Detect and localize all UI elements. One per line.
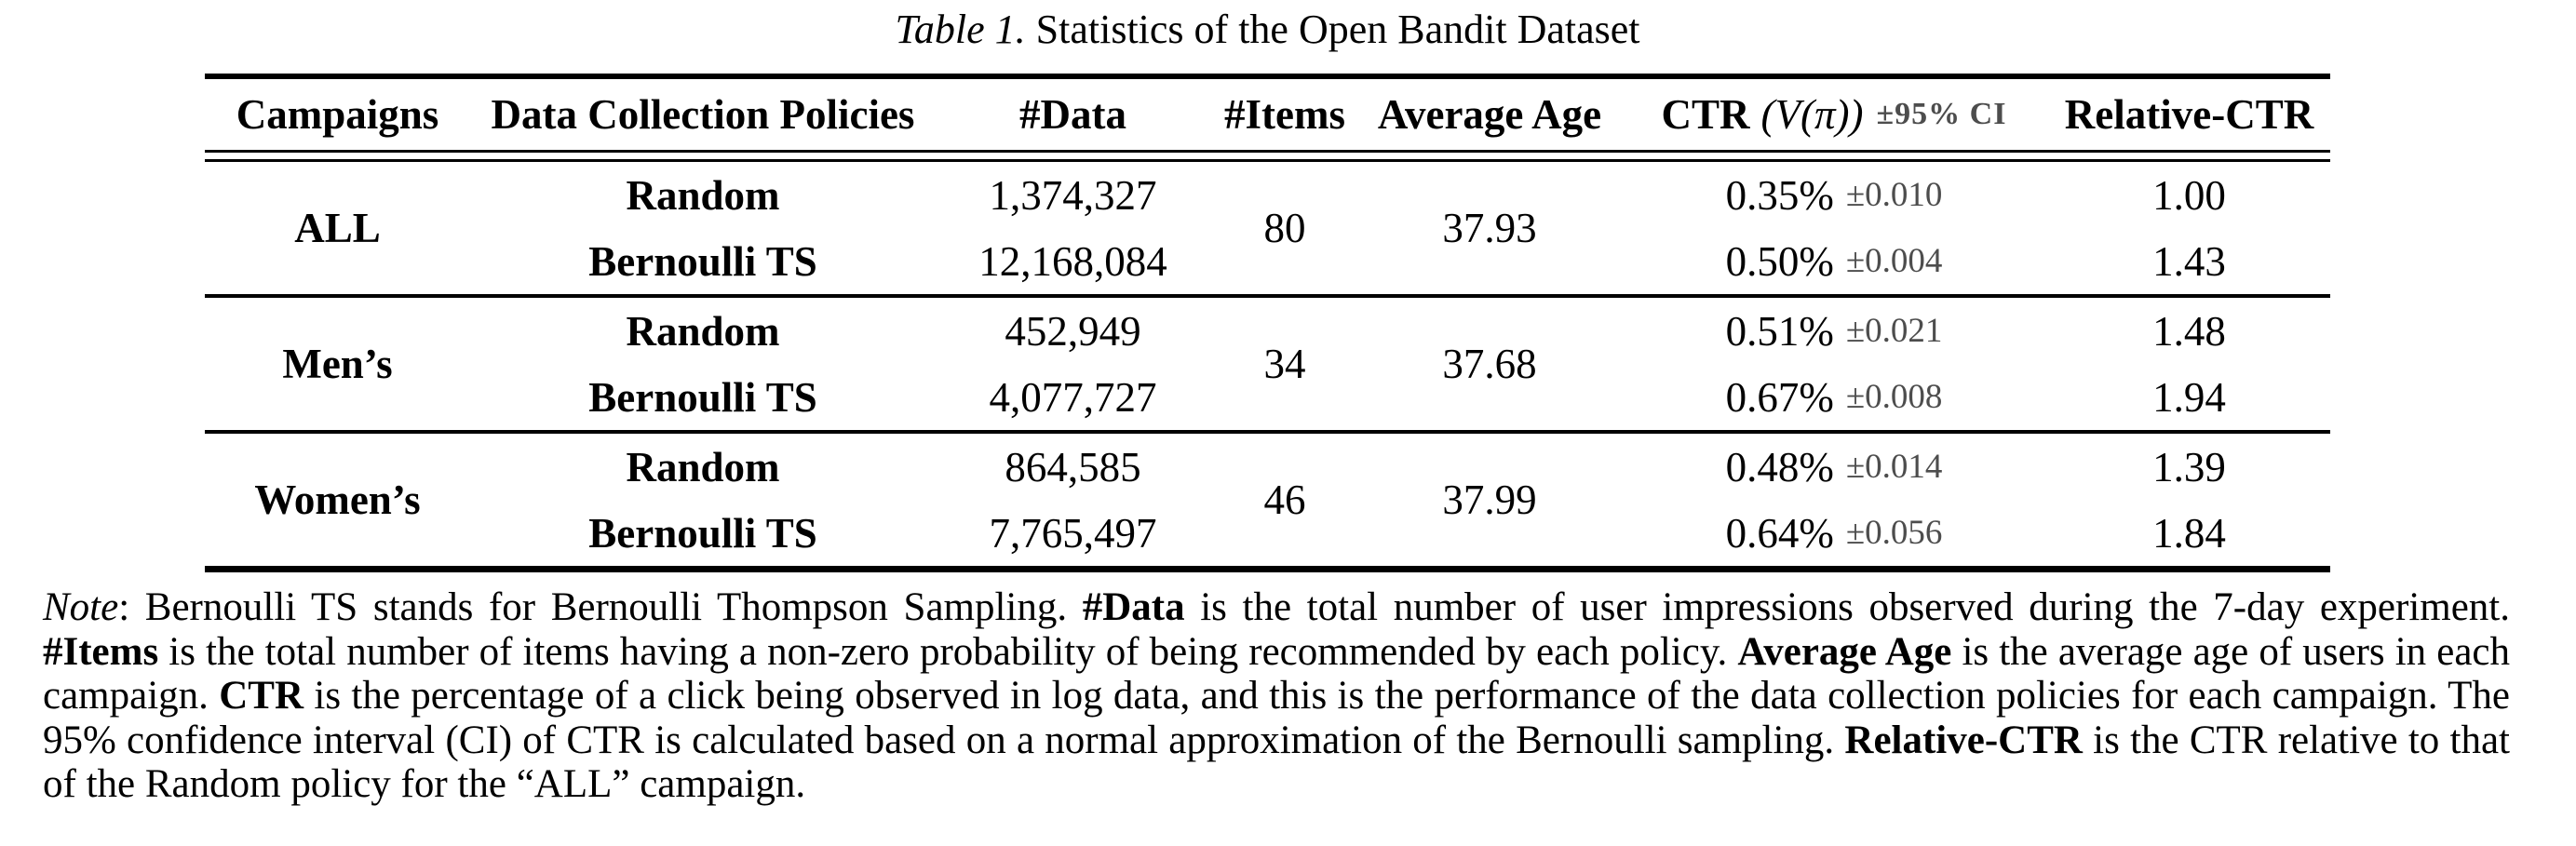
policy-cell: Random <box>626 443 780 490</box>
data-count-cell: 864,585 <box>1005 443 1141 490</box>
items-count-cell: 46 <box>1263 477 1306 523</box>
ctr-cell: 0.50% ±0.004 <box>1620 228 2048 294</box>
column-header-average-age: Average Age <box>1377 91 1602 138</box>
column-header-items: #Items <box>1224 91 1345 138</box>
policy-cell: Bernoulli TS <box>588 237 817 285</box>
data-count-cell: 7,765,497 <box>989 509 1157 557</box>
table-caption-label: Table 1. <box>895 7 1026 52</box>
ctr-value: 0.64% <box>1725 509 1834 557</box>
ctr-header-label: CTR <box>1661 91 1750 138</box>
relative-ctr-cell: 1.39 <box>2152 443 2226 490</box>
data-count-cell: 12,168,084 <box>978 237 1167 285</box>
ctr-confidence-interval: ±0.008 <box>1845 378 1943 416</box>
table-note: Note: Bernoulli TS stands for Bernoulli … <box>43 585 2510 807</box>
ctr-cell: 0.35% ±0.010 <box>1620 162 2048 228</box>
note-segment: Note <box>43 585 119 629</box>
relative-ctr-cell: 1.43 <box>2152 237 2226 285</box>
statistics-table: Campaigns Data Collection Policies #Data… <box>205 74 2330 572</box>
average-age-cell: 37.99 <box>1442 477 1537 523</box>
campaign-cell: ALL <box>294 205 381 251</box>
row-group-divider-rule <box>205 294 2330 298</box>
table-caption-title: Statistics of the Open Bandit Dataset <box>1025 7 1640 52</box>
table-header-row: Campaigns Data Collection Policies #Data… <box>205 79 2330 150</box>
ctr-cell: 0.64% ±0.056 <box>1620 500 2048 566</box>
row-group: Women’s Random Bernoulli TS 864,585 7,765,49… <box>205 434 2330 566</box>
column-header-relative-ctr: Relative-CTR <box>2064 91 2314 138</box>
column-header-ctr: CTR (V(π)) ±95% CI <box>1620 79 2048 150</box>
data-count-cell: 1,374,327 <box>989 171 1157 219</box>
note-segment: #Items <box>43 629 159 674</box>
ctr-confidence-interval: ±0.021 <box>1845 312 1943 350</box>
ctr-value: 0.50% <box>1725 237 1834 285</box>
ctr-cell: 0.67% ±0.008 <box>1620 364 2048 430</box>
average-age-cell: 37.68 <box>1442 341 1537 387</box>
note-segment: CTR <box>219 674 304 718</box>
relative-ctr-cell: 1.84 <box>2152 509 2226 557</box>
note-segment: is the total number of items having a no… <box>158 629 1738 674</box>
note-segment: is the percentage of a click being obser… <box>43 674 2510 762</box>
relative-ctr-cell: 1.00 <box>2152 171 2226 219</box>
row-group: ALL Random Bernoulli TS 1,374,327 12,168,084… <box>205 162 2330 294</box>
column-header-campaigns: Campaigns <box>236 91 439 138</box>
table-bottom-rule <box>205 566 2330 572</box>
policy-cell: Bernoulli TS <box>588 373 817 421</box>
note-segment: Relative-CTR <box>1844 718 2083 762</box>
items-count-cell: 34 <box>1263 341 1306 387</box>
table-header-double-rule <box>205 150 2330 162</box>
note-segment: : Bernoulli TS stands for Bernoulli Thom… <box>118 585 1083 629</box>
ctr-confidence-interval: ±0.004 <box>1845 242 1943 280</box>
row-group: Men’s Random Bernoulli TS 452,949 4,077,727 3… <box>205 298 2330 430</box>
ctr-value: 0.35% <box>1725 171 1834 219</box>
ctr-confidence-interval: ±0.056 <box>1845 514 1943 552</box>
average-age-cell: 37.93 <box>1442 205 1537 251</box>
note-segment: is the total number of user impressions … <box>1184 585 2510 629</box>
campaign-cell: Women’s <box>254 477 421 523</box>
data-count-cell: 4,077,727 <box>989 373 1157 421</box>
policy-cell: Bernoulli TS <box>588 509 817 557</box>
ctr-confidence-interval: ±0.010 <box>1845 176 1943 214</box>
note-segment: #Data <box>1082 585 1185 629</box>
ctr-value: 0.51% <box>1725 307 1834 355</box>
relative-ctr-cell: 1.48 <box>2152 307 2226 355</box>
table-caption: Table 1. Statistics of the Open Bandit D… <box>205 6 2330 54</box>
items-count-cell: 80 <box>1263 205 1306 251</box>
ctr-cell: 0.51% ±0.021 <box>1620 298 2048 364</box>
column-header-data: #Data <box>1019 91 1126 138</box>
relative-ctr-cell: 1.94 <box>2152 373 2226 421</box>
note-segment: is the CTR relative to that of the Rando… <box>43 718 2510 807</box>
note-segment: is the average age of users in each camp… <box>43 629 2510 718</box>
note-segment: Average Age <box>1737 629 1952 674</box>
data-count-cell: 452,949 <box>1005 307 1141 355</box>
ctr-cell: 0.48% ±0.014 <box>1620 434 2048 500</box>
policy-cell: Random <box>626 171 780 219</box>
campaign-cell: Men’s <box>282 341 393 387</box>
ctr-header-ci: ±95% CI <box>1876 97 2007 131</box>
row-group-divider-rule <box>205 430 2330 434</box>
ctr-confidence-interval: ±0.014 <box>1845 448 1943 486</box>
ctr-header-math: (V(π)) <box>1760 91 1864 138</box>
column-header-policies: Data Collection Policies <box>491 91 915 138</box>
ctr-value: 0.48% <box>1725 443 1834 490</box>
policy-cell: Random <box>626 307 780 355</box>
ctr-value: 0.67% <box>1725 373 1834 421</box>
table-body: ALL Random Bernoulli TS 1,374,327 12,168,084… <box>205 162 2330 566</box>
table-top-rule <box>205 74 2330 79</box>
